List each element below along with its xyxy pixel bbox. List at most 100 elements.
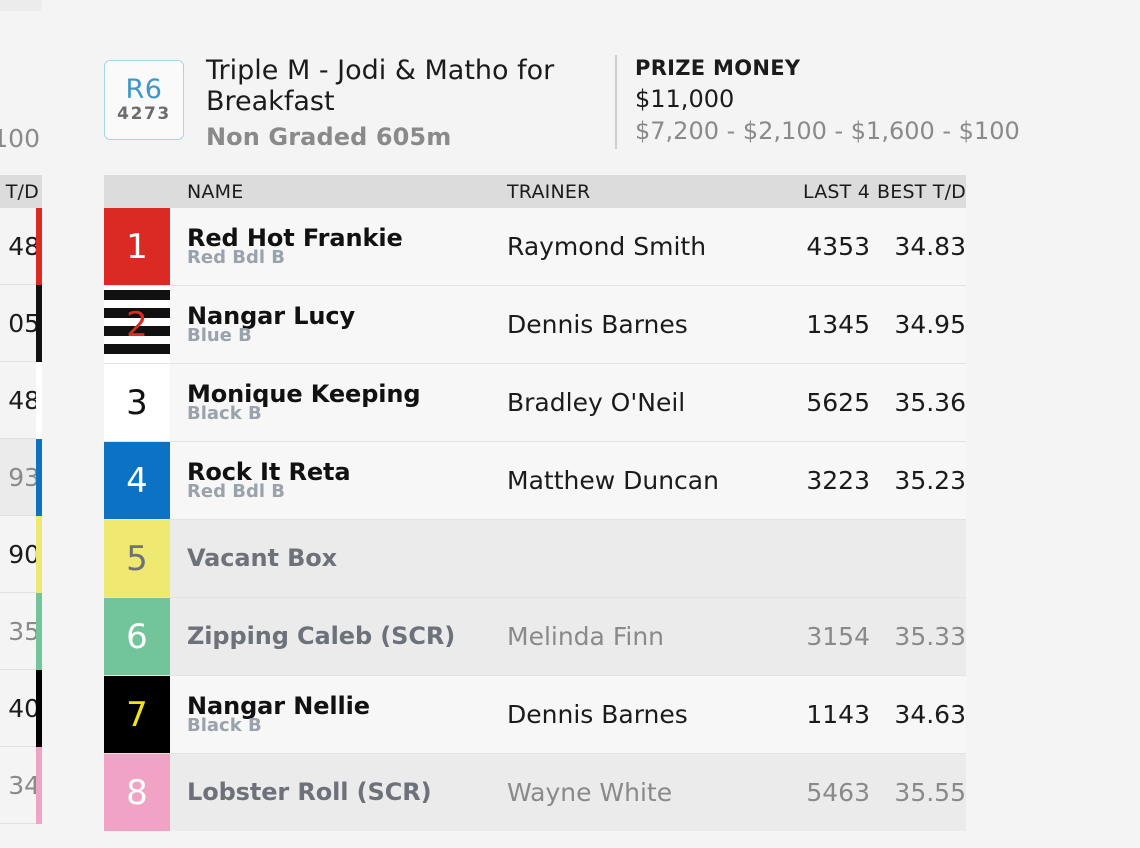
trainer-name[interactable]: Melinda Finn	[507, 622, 665, 651]
prize-money-label: PRIZE MONEY	[635, 56, 801, 80]
runner-name-cell[interactable]: Nangar Lucy Blue B	[170, 286, 504, 363]
previous-row-divider	[0, 361, 42, 362]
table-row[interactable]: 8 Lobster Roll (SCR) Wayne White 5463 35.55	[104, 754, 966, 831]
previous-row-highlight	[0, 439, 42, 516]
previous-cell-fragment: 35	[8, 617, 40, 646]
previous-prize-fragment: 100	[0, 124, 40, 153]
previous-rug-swatch	[36, 362, 42, 439]
previous-row-divider	[0, 746, 42, 747]
race-card: R6 4273 Triple M - Jodi & Matho for Brea…	[104, 0, 1020, 848]
column-header-trainer[interactable]: TRAINER	[507, 180, 591, 203]
trainer-name[interactable]	[504, 520, 778, 597]
prize-money-block: PRIZE MONEY $11,000 $7,200 - $2,100 - $1…	[615, 55, 1020, 149]
table-row[interactable]: 6 Zipping Caleb (SCR) Melinda Finn 3154 35.3…	[104, 598, 966, 676]
trainer-name[interactable]: Raymond Smith	[507, 232, 707, 261]
table-row[interactable]: 4 Rock It Reta Red Bdl B Matthew Duncan 3223…	[104, 442, 966, 520]
runner-name: Red Hot Frankie	[187, 223, 403, 252]
previous-cell-fragment: 40	[8, 694, 40, 723]
last-4-value: 3223	[806, 466, 870, 495]
best-td-value: 34.95	[894, 310, 966, 339]
box-number: 2	[126, 304, 148, 345]
box-number-rug: 7	[104, 676, 170, 753]
box-number: 5	[126, 538, 148, 579]
box-number: 7	[126, 694, 148, 735]
runner-name: Nangar Lucy	[187, 301, 356, 330]
previous-cell-fragment: 90	[8, 540, 40, 569]
box-number-rug: 6	[104, 598, 170, 675]
trainer-name[interactable]: Matthew Duncan	[507, 466, 719, 495]
best-td-value: 34.63	[894, 700, 966, 729]
previous-rug-swatch	[36, 670, 42, 747]
runner-colour: Red Bdl B	[187, 246, 285, 268]
box-number-rug: 4	[104, 442, 170, 519]
runner-colour: Black B	[187, 402, 262, 424]
table-body: 1 Red Hot Frankie Red Bdl B Raymond Smith 43…	[104, 208, 966, 831]
previous-rug-swatch	[36, 747, 42, 824]
previous-rug-swatch	[36, 285, 42, 362]
race-title[interactable]: Triple M - Jodi & Matho for Breakfast	[206, 55, 555, 118]
previous-cell-fragment: 34	[8, 771, 40, 800]
previous-row-divider	[0, 515, 42, 516]
last-4-value: 3154	[806, 622, 870, 651]
runner-name: Monique Keeping	[187, 379, 421, 408]
table-row[interactable]: 3 Monique Keeping Black B Bradley O'Neil 562…	[104, 364, 966, 442]
runner-name-cell[interactable]: Zipping Caleb (SCR)	[170, 598, 504, 675]
panel-divider	[1041, 0, 1042, 848]
column-header-last4[interactable]: LAST 4	[802, 180, 870, 203]
box-number-rug: 1	[104, 208, 170, 285]
box-number: 4	[126, 460, 148, 501]
box-number: 8	[126, 772, 148, 813]
runner-name-cell[interactable]: Red Hot Frankie Red Bdl B	[170, 208, 504, 285]
box-number: 3	[126, 382, 148, 423]
previous-header-fragment: T/D	[0, 175, 42, 208]
best-td-value: 35.55	[894, 778, 966, 807]
previous-rug-swatch	[36, 516, 42, 593]
box-number-rug: 5	[104, 520, 170, 597]
runner-name: Vacant Box	[187, 543, 338, 572]
race-header: R6 4273 Triple M - Jodi & Matho for Brea…	[104, 55, 1020, 160]
column-header-name[interactable]: NAME	[187, 180, 244, 203]
runner-name-cell[interactable]: Nangar Nellie Black B	[170, 676, 504, 753]
rug-stripes-icon	[104, 286, 170, 363]
previous-cell-fragment: 48	[8, 386, 40, 415]
previous-rug-swatch	[36, 439, 42, 516]
box-number: 6	[126, 616, 148, 657]
table-row[interactable]: 7 Nangar Nellie Black B Dennis Barnes 1143 34…	[104, 676, 966, 754]
race-number: R6	[125, 73, 163, 105]
trainer-name[interactable]: Bradley O'Neil	[507, 388, 686, 417]
last-4-value: 1143	[806, 700, 870, 729]
last-4-value: 5463	[806, 778, 870, 807]
previous-row-divider	[0, 823, 42, 824]
trainer-name[interactable]: Wayne White	[507, 778, 673, 807]
table-row[interactable]: 1 Red Hot Frankie Red Bdl B Raymond Smith 43…	[104, 208, 966, 286]
scratched-tag: (SCR)	[348, 777, 432, 806]
race-subtitle: Non Graded 605m	[206, 122, 452, 151]
last-4-value: 5625	[806, 388, 870, 417]
best-td-value: 35.36	[894, 388, 966, 417]
previous-row-divider	[0, 438, 42, 439]
runner-name: Rock It Reta	[187, 457, 351, 486]
table-header-row: NAME TRAINER LAST 4 BEST T/D	[104, 175, 966, 208]
race-title-block: Triple M - Jodi & Matho for Breakfast No…	[206, 55, 596, 151]
previous-cell-fragment: 93	[8, 463, 40, 492]
last-4-value: 4353	[806, 232, 870, 261]
table-row[interactable]: 2 Nangar Lucy Blue B Dennis Barnes 1345 34.95	[104, 286, 966, 364]
table-row[interactable]: 5 Vacant Box	[104, 520, 966, 598]
previous-row-divider	[0, 669, 42, 670]
runner-name-cell[interactable]: Rock It Reta Red Bdl B	[170, 442, 504, 519]
box-number: 1	[126, 226, 148, 267]
runner-name-cell[interactable]: Lobster Roll (SCR)	[170, 754, 504, 831]
trainer-name[interactable]: Dennis Barnes	[507, 310, 688, 339]
runner-colour: Red Bdl B	[187, 480, 285, 502]
prize-money-split: $7,200 - $2,100 - $1,600 - $100	[635, 117, 1020, 146]
race-number-badge[interactable]: R6 4273	[104, 60, 184, 140]
runner-name-cell[interactable]: Vacant Box	[170, 520, 504, 597]
last-4-value: 1345	[806, 310, 870, 339]
trainer-name[interactable]: Dennis Barnes	[507, 700, 688, 729]
runner-name-cell[interactable]: Monique Keeping Black B	[170, 364, 504, 441]
box-number-rug: 2	[104, 286, 170, 363]
previous-rug-swatch	[36, 593, 42, 670]
top-strip	[0, 0, 42, 11]
column-header-best-td[interactable]: BEST T/D	[877, 180, 966, 203]
